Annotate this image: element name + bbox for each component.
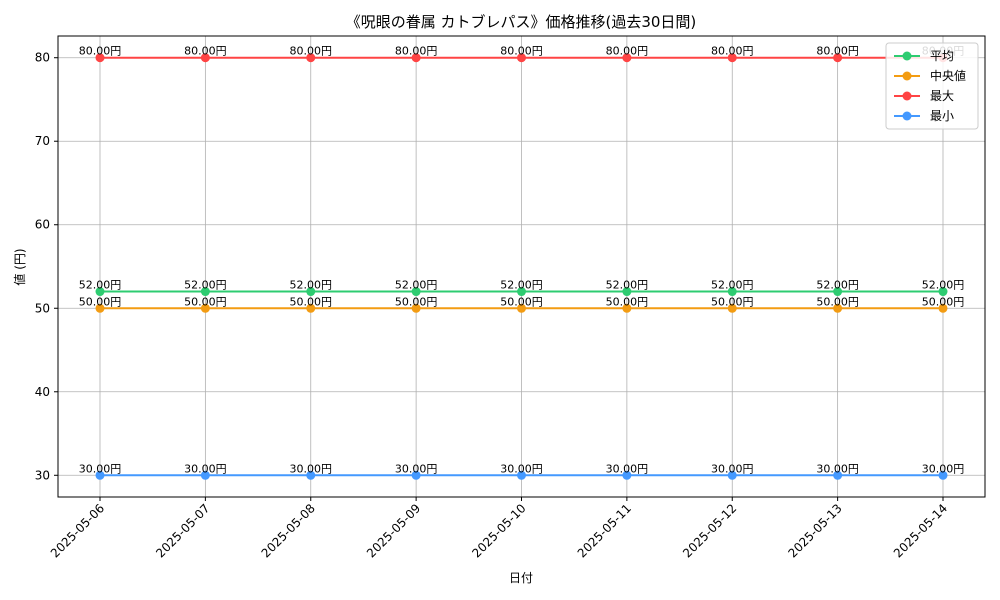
data-point <box>833 53 843 63</box>
data-label: 52.00円 <box>290 279 333 292</box>
data-label: 50.00円 <box>816 295 859 308</box>
data-label: 80.00円 <box>290 45 333 58</box>
data-label: 30.00円 <box>184 462 227 475</box>
y-tick-label: 30 <box>35 468 50 482</box>
legend-swatch-marker <box>902 71 912 81</box>
data-point <box>95 287 105 297</box>
data-label: 52.00円 <box>395 279 438 292</box>
data-point <box>411 470 421 480</box>
data-point <box>727 287 737 297</box>
data-point <box>517 303 526 313</box>
data-point <box>833 287 843 297</box>
legend-label: 最小 <box>930 109 954 123</box>
data-label: 30.00円 <box>816 462 859 475</box>
y-tick-label: 80 <box>35 51 50 65</box>
data-point <box>622 287 632 297</box>
data-point <box>306 287 316 297</box>
data-point <box>938 303 948 313</box>
data-labels: 52.00円 52.00円 52.00円 52.00円 52.00円 52.00円 52.0… <box>79 45 965 476</box>
data-label: 30.00円 <box>290 462 333 475</box>
data-label: 50.00円 <box>79 295 122 308</box>
data-label: 52.00円 <box>922 279 965 292</box>
data-label: 80.00円 <box>184 45 227 58</box>
data-label: 80.00円 <box>500 45 543 58</box>
legend-box <box>885 42 979 130</box>
data-point <box>938 470 948 480</box>
data-label: 50.00円 <box>184 295 227 308</box>
data-label: 30.00円 <box>395 462 438 475</box>
data-label: 30.00円 <box>922 462 965 475</box>
y-axis-label: 値 (円) <box>12 248 27 285</box>
data-point <box>517 470 526 480</box>
data-label: 50.00円 <box>922 295 965 308</box>
data-point <box>622 470 632 480</box>
data-label: 52.00円 <box>606 279 649 292</box>
legend-swatch-marker <box>902 91 912 101</box>
data-label: 30.00円 <box>711 462 754 475</box>
data-label: 80.00円 <box>395 45 438 58</box>
data-label: 50.00円 <box>290 295 333 308</box>
data-point <box>200 303 210 313</box>
data-label: 80.00円 <box>79 45 122 58</box>
data-label: 52.00円 <box>184 279 227 292</box>
y-tick-label: 70 <box>35 134 50 148</box>
data-label: 52.00円 <box>816 279 859 292</box>
data-label: 80.00円 <box>606 45 649 58</box>
data-point <box>727 470 737 480</box>
data-label: 50.00円 <box>500 295 543 308</box>
legend-label: 中央値 <box>930 68 966 83</box>
legend-label: 最大 <box>930 89 954 103</box>
data-point <box>200 53 210 63</box>
data-point <box>411 287 421 297</box>
data-point <box>411 53 421 63</box>
data-label: 80.00円 <box>711 45 754 58</box>
data-label: 52.00円 <box>79 279 122 292</box>
data-point <box>517 53 526 63</box>
chart-title: 《呪眼の眷属 カトブレパス》価格推移(過去30日間) <box>346 13 697 31</box>
data-point <box>727 303 737 313</box>
data-label: 30.00円 <box>606 462 649 475</box>
data-label: 52.00円 <box>711 279 754 292</box>
data-label: 50.00円 <box>395 295 438 308</box>
data-point <box>833 470 843 480</box>
y-tick-label: 50 <box>35 301 50 315</box>
data-point <box>95 470 105 480</box>
data-point <box>622 303 632 313</box>
data-point <box>200 287 210 297</box>
data-point <box>200 470 210 480</box>
legend-swatch-marker <box>902 111 912 121</box>
legend-swatch-marker <box>902 51 912 61</box>
data-point <box>727 53 737 63</box>
data-label: 50.00円 <box>711 295 754 308</box>
legend-label: 平均 <box>930 49 954 63</box>
data-label: 52.00円 <box>500 279 543 292</box>
data-point <box>833 303 843 313</box>
data-point <box>95 303 105 313</box>
data-point <box>411 303 421 313</box>
data-point <box>517 287 526 297</box>
data-point <box>622 53 632 63</box>
data-label: 80.00円 <box>816 45 859 58</box>
y-tick-label: 40 <box>35 385 50 399</box>
data-point <box>306 303 316 313</box>
data-label: 30.00円 <box>79 462 122 475</box>
data-point <box>306 53 316 63</box>
data-point <box>938 287 948 297</box>
data-point <box>95 53 105 63</box>
x-axis-label: 日付 <box>509 571 533 585</box>
data-label: 30.00円 <box>500 462 543 475</box>
y-tick-label: 60 <box>35 218 50 232</box>
data-point <box>306 470 316 480</box>
data-label: 50.00円 <box>606 295 649 308</box>
